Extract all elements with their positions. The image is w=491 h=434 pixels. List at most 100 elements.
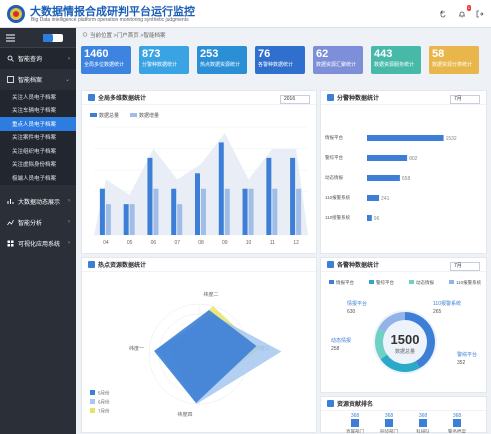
- bar: [242, 188, 248, 235]
- category-label: 110接警系统: [325, 214, 351, 221]
- month-select[interactable]: 7月: [450, 262, 480, 271]
- sidebar-subitem[interactable]: 关注案件电子档案: [0, 130, 76, 144]
- bar: [248, 188, 254, 235]
- sidebar-item-smart-query[interactable]: 智能查询 ›: [0, 48, 76, 69]
- donut-total-label: 数据总量: [395, 348, 415, 355]
- bar: [367, 135, 444, 141]
- menu-icon[interactable]: [6, 34, 15, 42]
- ranking-bar-chart: 368 直属部门 368 刑侦部门 368 科研队 368 警务档案: [346, 413, 466, 433]
- stat-cards: 1460 全局多位数据统计 873 分警种数据统计 253 热点数据资源统计 76 各警种数据…: [81, 46, 486, 94]
- rank-value: 368: [453, 413, 462, 419]
- stat-card[interactable]: 443 数据资源服务统计: [371, 46, 421, 74]
- year-select[interactable]: 2016: [280, 95, 310, 104]
- slice-name: 110报警系统: [433, 300, 461, 307]
- stat-value: 253: [200, 48, 219, 60]
- data-label: 241: [381, 196, 390, 202]
- legend-label: 动态情报: [416, 279, 434, 286]
- stat-label: 各警种数据统计: [258, 62, 294, 68]
- breadcrumb-link[interactable]: 门户首页 >: [116, 33, 144, 39]
- back-button[interactable]: [436, 8, 450, 20]
- donut-slice: [380, 354, 420, 372]
- rank-label: 刑侦部门: [380, 428, 398, 433]
- sidebar-subitem-active[interactable]: 重点人员电子档案: [0, 117, 76, 131]
- panel-title: 热点资源数据统计: [98, 263, 147, 269]
- panel-police-data: 各警种数据统计 7月 情报平台 警综平台 动态情报 110报警系统 1500 数据总量 情报…: [320, 257, 487, 393]
- slice-value: 630: [347, 309, 356, 315]
- donut-slice: [404, 312, 435, 369]
- month-select[interactable]: 7月: [450, 95, 480, 104]
- stat-card[interactable]: 253 热点数据资源统计: [197, 46, 247, 74]
- police-emblem-icon: [7, 5, 25, 23]
- stat-card[interactable]: 1460 全局多位数据统计: [81, 46, 131, 74]
- data-label: 96: [374, 216, 380, 222]
- bar: [367, 215, 372, 221]
- x-tick-label: 04: [103, 240, 109, 246]
- bar: [153, 188, 159, 235]
- chevron-right-icon: ›: [68, 240, 70, 246]
- sidebar-subitem[interactable]: 关注组织电子档案: [0, 144, 76, 158]
- legend-swatch: [90, 390, 95, 395]
- notification-button[interactable]: 1: [455, 5, 471, 20]
- sidebar-subitem[interactable]: 关注虚拟身份档案: [0, 157, 76, 171]
- sidebar-subitem[interactable]: 关注车辆电子档案: [0, 103, 76, 117]
- chart-icon: [327, 94, 334, 101]
- x-tick-label: 08: [198, 240, 204, 246]
- stat-value: 873: [142, 48, 161, 60]
- rank-bar: [351, 419, 359, 427]
- data-label: 802: [409, 156, 418, 162]
- bar: [367, 155, 408, 161]
- sidebar-item-smart-analysis[interactable]: 智能分析 ›: [0, 212, 76, 233]
- chevron-right-icon: ›: [68, 219, 70, 225]
- analysis-icon: [7, 219, 14, 225]
- legend-swatch: [90, 113, 97, 117]
- chart-icon: [327, 261, 334, 268]
- sidebar-item-dynamic-display[interactable]: 大数据动态展示 ›: [0, 191, 76, 212]
- stat-value: 62: [316, 48, 329, 60]
- category-label: 动态情报: [325, 174, 343, 181]
- sidebar-subitem[interactable]: 关注人员电子档案: [0, 90, 76, 104]
- sidebar-toggle[interactable]: [43, 33, 63, 42]
- stat-card[interactable]: 873 分警种数据统计: [139, 46, 189, 74]
- main-content: 当前位置 > 门户首页 > 智能档案 1460 全局多位数据统计 873 分警种数据统…: [76, 28, 491, 434]
- stat-label: 数据资源汇聚统计: [316, 62, 357, 68]
- bar: [129, 204, 135, 235]
- chart-icon: [88, 261, 95, 268]
- legend-label: 警综平台: [376, 279, 394, 286]
- chevron-down-icon: ⌄: [64, 77, 70, 83]
- police-type-bar-chart: 情报平台 1532 警综平台 802 动态情报 658 110报警系统 241 110接警系统 9…: [325, 134, 457, 222]
- x-tick-label: 10: [246, 240, 252, 246]
- rank-bar: [385, 419, 393, 427]
- sidebar-item-smart-archive[interactable]: 智能档案 ⌄: [0, 69, 76, 90]
- breadcrumb: 当前位置 > 门户首页 > 智能档案: [76, 28, 491, 42]
- donut-slice: [378, 312, 406, 333]
- axis-label: 纬度一: [129, 345, 144, 352]
- bar: [367, 195, 380, 201]
- sidebar-item-visual-apps[interactable]: 可视化应用系统 ›: [0, 233, 76, 254]
- panel-global-stats: 全局多维数据统计 2016 数据总量 数据增量 04 05 06 07 08 09 10 11 12: [81, 90, 317, 254]
- bar: [266, 157, 272, 235]
- sidebar-subitem[interactable]: 极端人员电子档案: [0, 171, 76, 185]
- x-tick-label: 06: [151, 240, 157, 246]
- stat-label: 分警种数据统计: [142, 62, 178, 68]
- slice-name: 动态情报: [331, 337, 351, 344]
- sidebar-group-label: 可视化应用系统: [18, 241, 61, 248]
- panel-police-type-stats: 分警种数据统计 7月 情报平台 1532 警综平台 802 动态情报 658 110报警系统…: [320, 90, 487, 254]
- legend-swatch: [130, 113, 137, 117]
- slice-value: 258: [331, 346, 340, 352]
- sidebar-group-label: 智能分析: [18, 220, 43, 227]
- bar: [147, 157, 153, 235]
- x-tick-label: 09: [222, 240, 228, 246]
- logout-button[interactable]: [473, 8, 487, 20]
- sidebar-toolbar: [0, 28, 76, 48]
- breadcrumb-current: 智能档案: [143, 33, 166, 39]
- legend-swatch: [90, 408, 95, 413]
- slice-value: 352: [457, 360, 466, 366]
- stat-card[interactable]: 62 数据资源汇聚统计: [313, 46, 363, 74]
- x-tick-label: 12: [293, 240, 299, 246]
- stat-card[interactable]: 58 数据资源分类统计: [429, 46, 479, 74]
- chart-icon: [88, 94, 95, 101]
- legend-label: 110报警系统: [456, 279, 482, 286]
- stat-label: 热点数据资源统计: [200, 62, 241, 68]
- stat-label: 数据资源服务统计: [374, 62, 415, 68]
- stat-card[interactable]: 76 各警种数据统计: [255, 46, 305, 74]
